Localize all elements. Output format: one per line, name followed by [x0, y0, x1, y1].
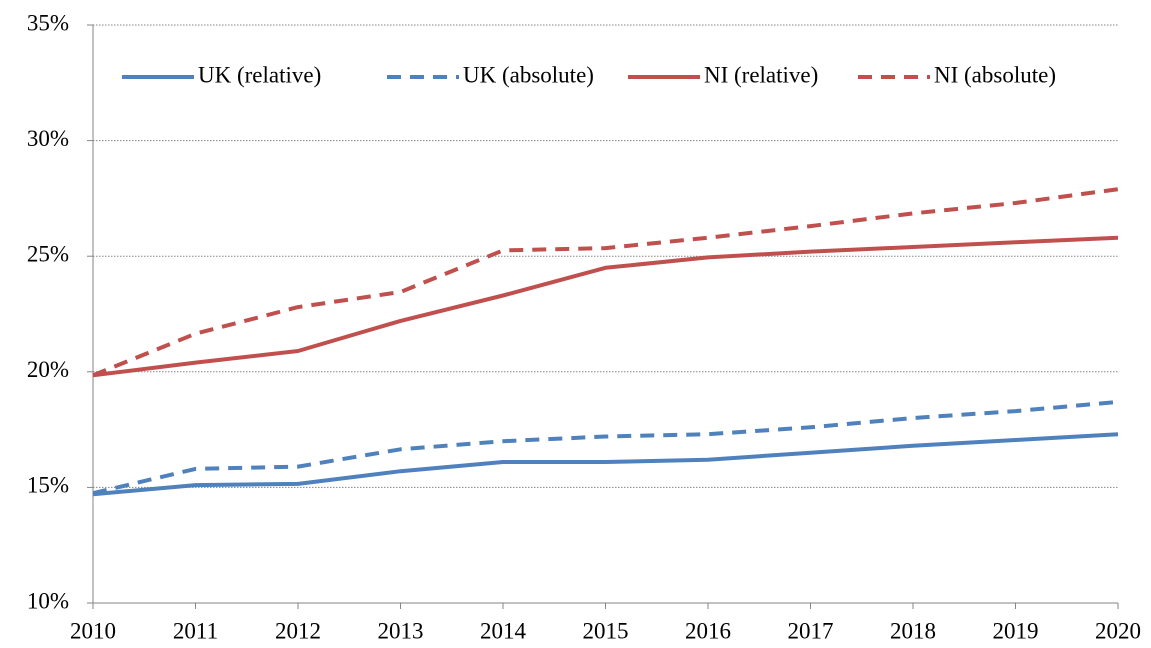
- y-tick-label: 10%: [27, 588, 69, 613]
- y-tick-label: 15%: [27, 473, 69, 498]
- x-tick-label: 2020: [1095, 618, 1141, 643]
- x-tick-label: 2018: [890, 618, 936, 643]
- y-tick-label: 20%: [27, 357, 69, 382]
- legend-label: NI (absolute): [934, 62, 1056, 87]
- x-tick-label: 2010: [70, 618, 116, 643]
- y-tick-label: 30%: [27, 126, 69, 151]
- y-tick-label: 35%: [27, 10, 69, 35]
- x-tick-label: 2017: [788, 618, 834, 643]
- data-line: [92, 432, 1119, 497]
- x-tick-label: 2012: [275, 618, 321, 643]
- legend-label: NI (relative): [704, 62, 818, 87]
- x-tick-label: 2014: [480, 618, 527, 643]
- x-tick-label: 2011: [173, 618, 218, 643]
- legend-label: UK (absolute): [463, 62, 594, 87]
- legend-label: UK (relative): [198, 62, 321, 87]
- x-tick-label: 2013: [378, 618, 424, 643]
- data-line: [92, 399, 1119, 496]
- y-tick-label: 25%: [27, 241, 69, 266]
- x-tick-label: 2016: [685, 618, 731, 643]
- data-line: [92, 187, 1119, 378]
- x-tick-label: 2019: [993, 618, 1039, 643]
- data-line: [92, 235, 1119, 378]
- x-tick-label: 2015: [583, 618, 629, 643]
